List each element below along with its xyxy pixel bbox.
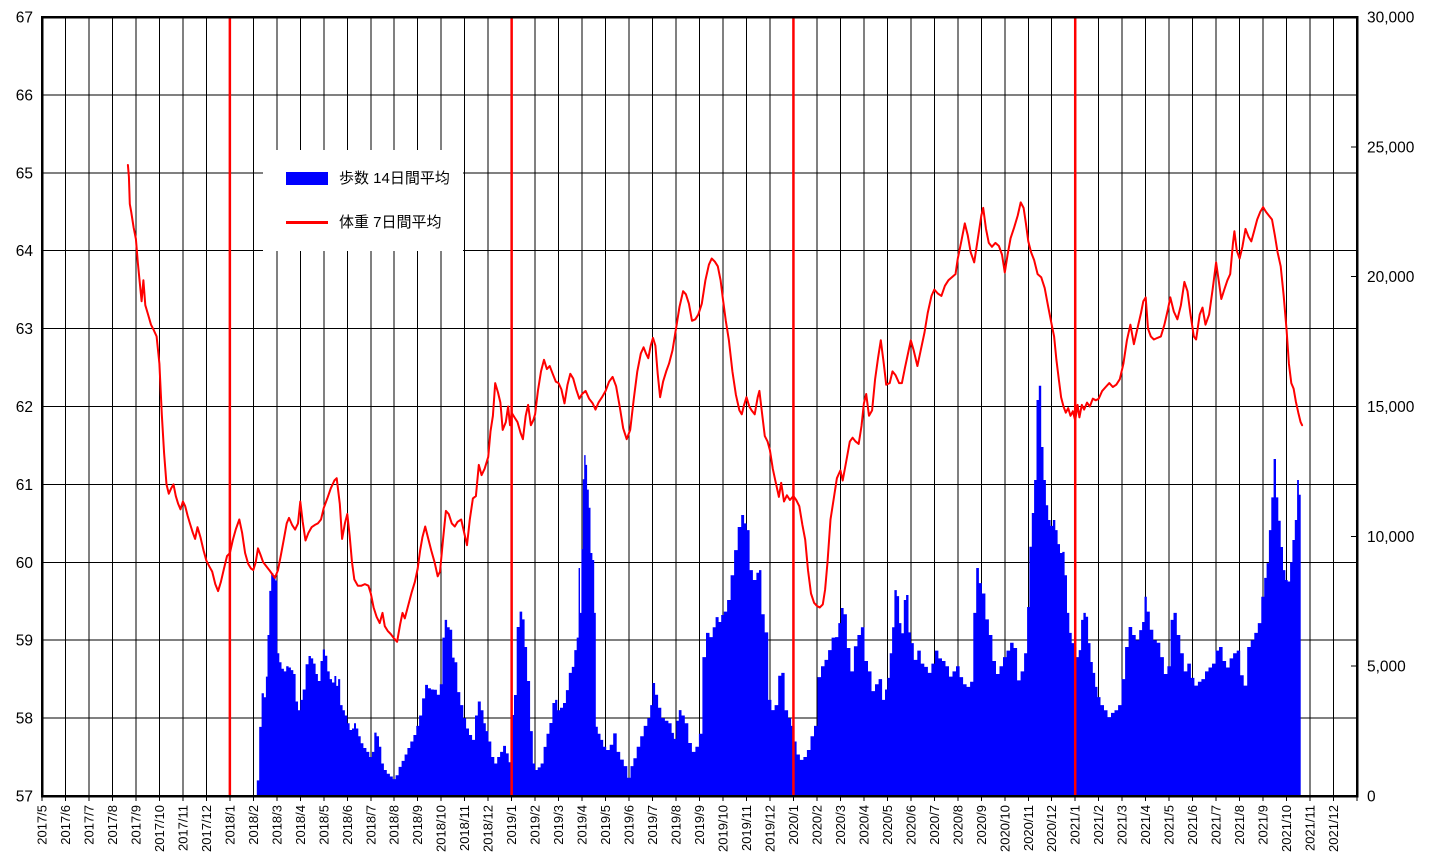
left-axis-label: 61 <box>16 477 33 494</box>
weight-legend-label: 体重 7日間平均 <box>339 214 442 232</box>
x-axis-label: 2021/6 <box>1185 805 1200 845</box>
right-axis-label: 30,000 <box>1367 10 1415 27</box>
x-axis-label: 2021/5 <box>1162 805 1177 845</box>
right-axis-labels: 0 5,000 10,000 15,000 20,000 25,000 30,000 <box>1367 10 1415 806</box>
left-axis-label: 65 <box>16 165 33 182</box>
x-axis-label: 2019/4 <box>575 805 590 845</box>
x-axis-label: 2017/9 <box>128 805 143 845</box>
x-axis-label: 2020/3 <box>833 805 848 845</box>
left-axis-label: 60 <box>16 555 34 572</box>
weight-legend-swatch <box>286 221 328 225</box>
right-axis-ticks <box>1351 146 1357 667</box>
left-axis-label: 58 <box>16 711 33 728</box>
x-axis-label: 2020/8 <box>950 805 965 845</box>
x-axis-label: 2020/2 <box>809 805 824 845</box>
x-axis-label: 2021/9 <box>1256 805 1271 845</box>
left-axis-label: 62 <box>16 399 33 416</box>
x-axis-label: 2021/11 <box>1303 805 1318 851</box>
legend-item-steps: 歩数 14日間平均 <box>286 171 463 186</box>
right-axis-label: 0 <box>1367 789 1376 806</box>
right-axis-label: 10,000 <box>1367 529 1415 546</box>
x-axis-label: 2020/7 <box>927 805 942 845</box>
x-axis-ticks <box>41 796 1358 801</box>
x-axis-label: 2021/10 <box>1279 805 1294 852</box>
x-axis-label: 2018/6 <box>340 805 355 845</box>
x-axis-label: 2020/9 <box>974 805 989 845</box>
x-axis-label: 2018/4 <box>293 805 308 845</box>
steps-legend-swatch <box>286 171 328 185</box>
x-axis-label: 2018/7 <box>363 805 378 845</box>
x-axis-label: 2018/5 <box>316 805 331 845</box>
x-axis-labels: 2017/5 2017/6 2017/7 2017/8 2017/9 2017/10 201… <box>35 805 1342 852</box>
x-axis-label: 2020/11 <box>1021 805 1036 851</box>
steps-bar-series <box>256 385 1301 796</box>
x-axis-label: 2018/2 <box>246 805 261 845</box>
x-axis-label: 2019/12 <box>762 805 777 852</box>
x-axis-label: 2021/7 <box>1209 805 1224 845</box>
x-axis-label: 2021/2 <box>1091 805 1106 845</box>
x-axis-label: 2020/6 <box>903 805 918 845</box>
x-axis-label: 2020/5 <box>880 805 895 845</box>
x-axis-label: 2019/10 <box>716 805 731 852</box>
x-axis-label: 2017/10 <box>152 805 167 852</box>
steps-legend-label: 歩数 14日間平均 <box>339 169 450 187</box>
right-axis-label: 20,000 <box>1367 269 1415 286</box>
horizontal-gridlines <box>42 94 1357 719</box>
x-axis-label: 2021/12 <box>1326 805 1341 852</box>
x-axis-label: 2021/3 <box>1115 805 1130 845</box>
x-axis-label: 2021/8 <box>1232 805 1247 845</box>
x-axis-label: 2019/3 <box>551 805 566 845</box>
x-axis-label: 2020/4 <box>856 805 871 845</box>
year-annotation-lines <box>228 17 1077 796</box>
legend: 歩数 14日間平均 体重 7日間平均 <box>263 150 463 251</box>
x-axis-label: 2019/9 <box>692 805 707 845</box>
x-axis-label: 2019/6 <box>622 805 637 845</box>
legend-item-weight: 体重 7日間平均 <box>286 215 463 230</box>
x-axis-label: 2018/9 <box>410 805 425 845</box>
x-axis-label: 2017/6 <box>58 805 73 845</box>
left-axis-label: 57 <box>16 789 33 806</box>
left-axis-label: 67 <box>16 10 33 27</box>
left-axis-label: 59 <box>16 633 33 650</box>
x-axis-label: 2018/8 <box>387 805 402 845</box>
left-axis-label: 66 <box>16 87 33 104</box>
weight-line-series <box>126 164 1304 643</box>
x-axis-label: 2019/5 <box>598 805 613 845</box>
right-axis-label: 5,000 <box>1367 659 1406 676</box>
left-axis-label: 63 <box>16 321 33 338</box>
x-axis-label: 2020/10 <box>997 805 1012 852</box>
x-axis-label: 2020/1 <box>786 805 801 845</box>
x-axis-label: 2019/7 <box>645 805 660 845</box>
x-axis-label: 2018/10 <box>434 805 449 852</box>
right-axis-label: 15,000 <box>1367 399 1415 416</box>
x-axis-label: 2019/1 <box>504 805 519 845</box>
x-axis-label: 2019/11 <box>739 805 754 851</box>
x-axis-label: 2017/11 <box>175 805 190 851</box>
x-axis-label: 2017/8 <box>105 805 120 845</box>
x-axis-label: 2017/5 <box>35 805 50 845</box>
x-axis-label: 2018/11 <box>457 805 472 851</box>
x-axis-label: 2018/1 <box>222 805 237 845</box>
left-axis-labels: 57 58 59 60 61 62 63 64 65 66 67 <box>16 10 34 806</box>
left-axis-label: 64 <box>16 243 34 260</box>
x-axis-label: 2019/8 <box>669 805 684 845</box>
x-axis-label: 2017/12 <box>199 805 214 852</box>
x-axis-label: 2017/7 <box>82 805 97 845</box>
x-axis-label: 2019/2 <box>528 805 543 845</box>
x-axis-label: 2021/1 <box>1068 805 1083 845</box>
x-axis-label: 2018/12 <box>481 805 496 852</box>
x-axis-label: 2021/4 <box>1138 805 1153 845</box>
x-axis-label: 2020/12 <box>1044 805 1059 852</box>
x-axis-label: 2018/3 <box>269 805 284 845</box>
right-axis-label: 25,000 <box>1367 139 1415 156</box>
